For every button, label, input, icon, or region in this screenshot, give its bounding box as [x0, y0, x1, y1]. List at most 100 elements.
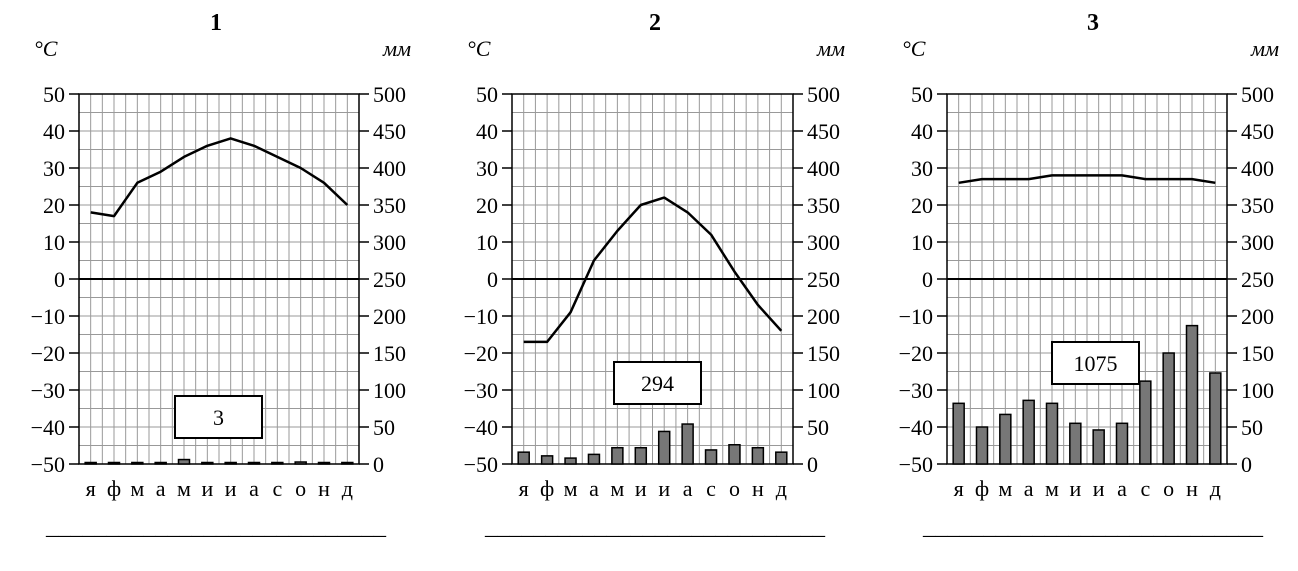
month-label: о [729, 476, 740, 501]
y-tick-label: 20 [911, 193, 933, 218]
climate-chart-1: 50403020100−10−20−30−40−5050045040035030… [31, 10, 412, 539]
y2-tick-label: 350 [373, 193, 406, 218]
month-label: м [998, 476, 1012, 501]
precipitation-bar [751, 446, 765, 465]
y2-tick-label: 400 [1241, 156, 1274, 181]
precipitation-bar [775, 451, 788, 465]
precipitation-bar [728, 444, 741, 465]
answer-blank-line: ____________________________ [45, 514, 387, 539]
precipitation-bar [1092, 429, 1105, 465]
y2-tick-label: 50 [807, 415, 829, 440]
y2-tick-label: 100 [373, 378, 406, 403]
precipitation-bar [1185, 324, 1199, 465]
precipitation-bar [564, 457, 577, 465]
right-unit-label: мм [382, 36, 411, 61]
y2-tick-label: 0 [1241, 452, 1252, 477]
y-tick-label: −50 [464, 452, 498, 477]
precipitation-bar [1022, 399, 1035, 465]
annual-precipitation-value: 1075 [1074, 351, 1118, 376]
y-tick-label: −50 [31, 452, 65, 477]
y2-tick-label: 150 [373, 341, 406, 366]
y-tick-label: 40 [476, 119, 498, 144]
precipitation-bar [1115, 422, 1129, 465]
month-label: ф [107, 476, 121, 501]
y2-tick-label: 250 [373, 267, 406, 292]
annual-precipitation-box [174, 395, 263, 439]
precipitation-bar [517, 451, 530, 465]
y2-tick-label: 50 [373, 415, 395, 440]
month-label: а [1117, 476, 1127, 501]
month-label: ф [540, 476, 554, 501]
y-tick-label: −40 [464, 415, 498, 440]
month-label: о [295, 476, 306, 501]
month-label: с [272, 476, 282, 501]
y-tick-label: 0 [487, 267, 498, 292]
precipitation-bar [952, 402, 965, 465]
answer-blank-line: ____________________________ [484, 514, 826, 539]
y2-tick-label: 400 [807, 156, 840, 181]
y2-tick-label: 0 [807, 452, 818, 477]
precipitation-bar [999, 413, 1012, 465]
y2-tick-label: 200 [807, 304, 840, 329]
y-tick-label: −40 [31, 415, 65, 440]
month-label: и [1069, 476, 1081, 501]
month-label: я [519, 476, 529, 501]
y2-tick-label: 250 [1241, 267, 1274, 292]
precipitation-bar [84, 461, 97, 465]
y2-tick-label: 250 [807, 267, 840, 292]
precipitation-bar [341, 461, 354, 465]
chart-title: 2 [649, 10, 661, 36]
y2-tick-label: 300 [373, 230, 406, 255]
chart-title: 3 [1087, 10, 1099, 36]
month-label: н [752, 476, 764, 501]
precipitation-bar [704, 449, 718, 465]
temperature-line [90, 137, 349, 218]
y-tick-label: −20 [899, 341, 933, 366]
y-tick-label: 40 [911, 119, 933, 144]
y-tick-label: −30 [464, 378, 498, 403]
y-tick-label: 0 [54, 267, 65, 292]
y2-tick-label: 400 [373, 156, 406, 181]
precipitation-bar [1045, 402, 1059, 465]
precipitation-bar [131, 461, 144, 465]
y-tick-label: 20 [43, 193, 65, 218]
month-label: и [1093, 476, 1105, 501]
y2-tick-label: 150 [1241, 341, 1274, 366]
y-tick-label: 40 [43, 119, 65, 144]
precipitation-bar [201, 461, 214, 465]
month-label: я [86, 476, 96, 501]
y2-tick-label: 50 [1241, 415, 1263, 440]
y-tick-label: −20 [31, 341, 65, 366]
y-tick-label: 50 [911, 82, 933, 107]
precipitation-bar [975, 426, 989, 465]
annual-precipitation-value: 294 [641, 371, 674, 396]
left-unit-label: °C [467, 36, 491, 61]
month-label: а [249, 476, 259, 501]
precipitation-bar [540, 455, 554, 465]
month-label: н [1186, 476, 1198, 501]
y2-tick-label: 350 [807, 193, 840, 218]
left-unit-label: °C [902, 36, 926, 61]
y-tick-label: −50 [899, 452, 933, 477]
y2-tick-label: 500 [1241, 82, 1274, 107]
month-label: д [1210, 476, 1221, 501]
y-tick-label: −20 [464, 341, 498, 366]
month-label: и [201, 476, 213, 501]
month-label: м [564, 476, 578, 501]
y2-tick-label: 450 [807, 119, 840, 144]
month-label: я [954, 476, 964, 501]
annual-precipitation-box [1051, 341, 1140, 385]
month-label: и [225, 476, 237, 501]
y2-tick-label: 100 [807, 378, 840, 403]
precipitation-bar [294, 461, 307, 465]
y-tick-label: 20 [476, 193, 498, 218]
y-tick-label: 50 [43, 82, 65, 107]
precipitation-bar [634, 446, 648, 465]
month-label: д [776, 476, 787, 501]
month-label: м [1045, 476, 1059, 501]
precipitation-bar [611, 446, 624, 465]
right-unit-label: мм [1250, 36, 1279, 61]
precipitation-bar [1139, 380, 1152, 465]
y-tick-label: −30 [899, 378, 933, 403]
